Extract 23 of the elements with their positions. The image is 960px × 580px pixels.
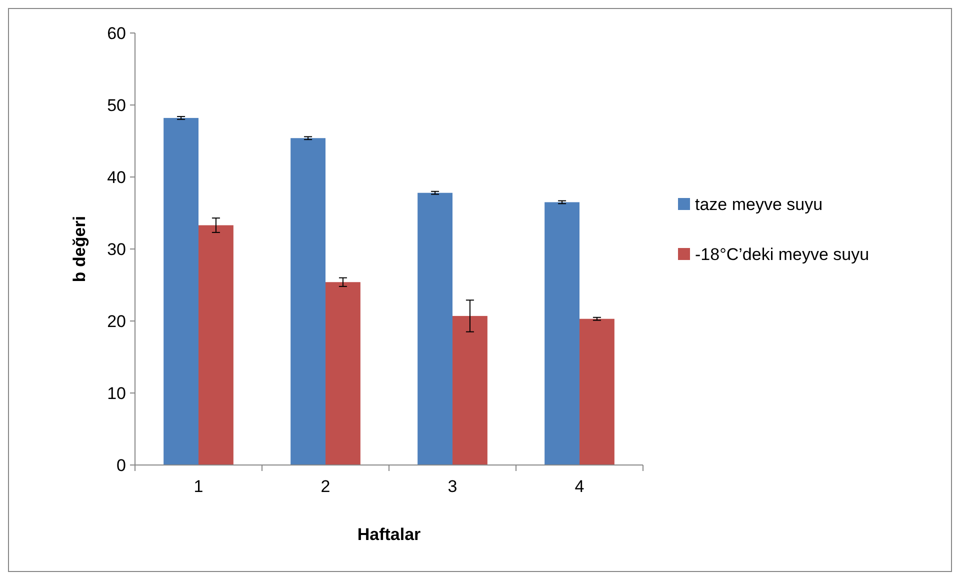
- bar: [326, 282, 360, 465]
- y-axis-title: b değeri: [70, 216, 89, 282]
- y-tick-label: 60: [107, 24, 126, 43]
- bar: [198, 225, 234, 465]
- y-tick-label: 0: [116, 456, 126, 475]
- legend-label: taze meyve suyu: [695, 194, 823, 214]
- bar: [290, 138, 326, 465]
- y-tick-label: 40: [107, 168, 126, 187]
- x-axis-title: Haftalar: [357, 525, 422, 544]
- bar: [580, 318, 614, 465]
- x-tick-label: 3: [448, 477, 458, 496]
- y-tick-label: 10: [107, 384, 126, 403]
- bar: [164, 118, 198, 465]
- y-tick-label: 20: [107, 312, 126, 331]
- x-tick-label: 4: [574, 477, 584, 496]
- bar: [452, 316, 488, 465]
- y-tick-label: 50: [107, 96, 126, 115]
- x-tick-label: 2: [320, 477, 330, 496]
- bar: [544, 202, 580, 465]
- x-tick-label: 1: [194, 477, 204, 496]
- legend-label: -18°C’deki meyve suyu: [695, 244, 870, 264]
- y-tick-label: 30: [107, 240, 126, 259]
- bar: [418, 192, 452, 465]
